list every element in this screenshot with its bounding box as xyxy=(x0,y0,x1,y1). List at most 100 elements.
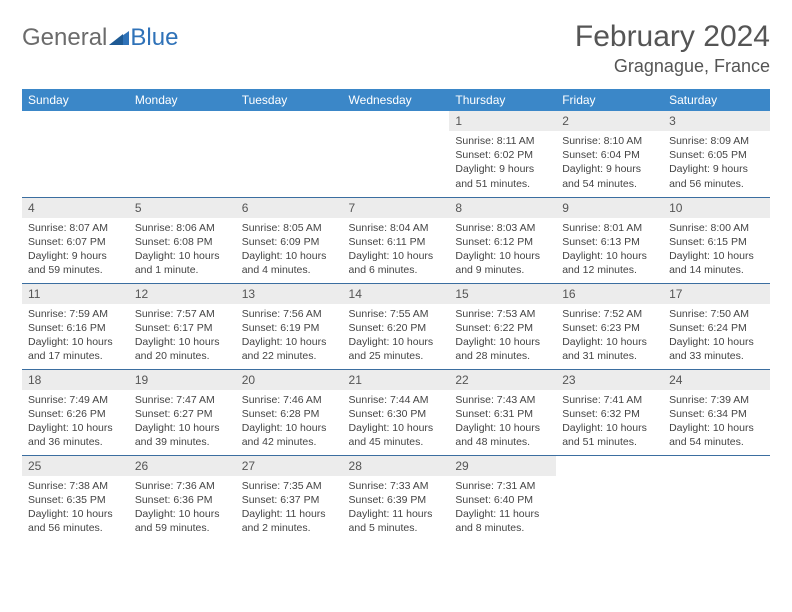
day-header: Friday xyxy=(556,89,663,111)
sunset-text: Sunset: 6:24 PM xyxy=(669,321,764,335)
daylight-text: Daylight: 10 hours and 33 minutes. xyxy=(669,335,764,363)
calendar-cell: 8Sunrise: 8:03 AMSunset: 6:12 PMDaylight… xyxy=(449,197,556,283)
sunrise-text: Sunrise: 8:00 AM xyxy=(669,221,764,235)
day-header: Saturday xyxy=(663,89,770,111)
day-details: Sunrise: 8:11 AMSunset: 6:02 PMDaylight:… xyxy=(449,131,556,195)
sunset-text: Sunset: 6:13 PM xyxy=(562,235,657,249)
sunrise-text: Sunrise: 7:59 AM xyxy=(28,307,123,321)
sunset-text: Sunset: 6:37 PM xyxy=(242,493,337,507)
calendar-cell: 27Sunrise: 7:35 AMSunset: 6:37 PMDayligh… xyxy=(236,455,343,541)
sunset-text: Sunset: 6:17 PM xyxy=(135,321,230,335)
sunset-text: Sunset: 6:36 PM xyxy=(135,493,230,507)
day-details: Sunrise: 7:53 AMSunset: 6:22 PMDaylight:… xyxy=(449,304,556,368)
header-row: SundayMondayTuesdayWednesdayThursdayFrid… xyxy=(22,89,770,111)
day-details: Sunrise: 7:57 AMSunset: 6:17 PMDaylight:… xyxy=(129,304,236,368)
calendar-week: 4Sunrise: 8:07 AMSunset: 6:07 PMDaylight… xyxy=(22,197,770,283)
sunrise-text: Sunrise: 7:57 AM xyxy=(135,307,230,321)
day-details: Sunrise: 7:55 AMSunset: 6:20 PMDaylight:… xyxy=(343,304,450,368)
day-details: Sunrise: 7:44 AMSunset: 6:30 PMDaylight:… xyxy=(343,390,450,454)
calendar-cell xyxy=(236,111,343,197)
day-details: Sunrise: 7:36 AMSunset: 6:36 PMDaylight:… xyxy=(129,476,236,540)
day-number: 3 xyxy=(663,111,770,131)
sunrise-text: Sunrise: 7:35 AM xyxy=(242,479,337,493)
day-number: 13 xyxy=(236,284,343,304)
daylight-text: Daylight: 10 hours and 51 minutes. xyxy=(562,421,657,449)
day-number: 28 xyxy=(343,456,450,476)
sunset-text: Sunset: 6:04 PM xyxy=(562,148,657,162)
sunset-text: Sunset: 6:16 PM xyxy=(28,321,123,335)
sunrise-text: Sunrise: 8:04 AM xyxy=(349,221,444,235)
day-header: Thursday xyxy=(449,89,556,111)
day-details: Sunrise: 7:46 AMSunset: 6:28 PMDaylight:… xyxy=(236,390,343,454)
calendar-cell: 20Sunrise: 7:46 AMSunset: 6:28 PMDayligh… xyxy=(236,369,343,455)
calendar-cell: 4Sunrise: 8:07 AMSunset: 6:07 PMDaylight… xyxy=(22,197,129,283)
day-details: Sunrise: 8:07 AMSunset: 6:07 PMDaylight:… xyxy=(22,218,129,282)
sunset-text: Sunset: 6:35 PM xyxy=(28,493,123,507)
day-details: Sunrise: 7:49 AMSunset: 6:26 PMDaylight:… xyxy=(22,390,129,454)
calendar-cell: 1Sunrise: 8:11 AMSunset: 6:02 PMDaylight… xyxy=(449,111,556,197)
day-details: Sunrise: 7:39 AMSunset: 6:34 PMDaylight:… xyxy=(663,390,770,454)
day-details: Sunrise: 7:56 AMSunset: 6:19 PMDaylight:… xyxy=(236,304,343,368)
calendar-cell: 3Sunrise: 8:09 AMSunset: 6:05 PMDaylight… xyxy=(663,111,770,197)
sunset-text: Sunset: 6:31 PM xyxy=(455,407,550,421)
calendar-cell: 19Sunrise: 7:47 AMSunset: 6:27 PMDayligh… xyxy=(129,369,236,455)
sunrise-text: Sunrise: 7:43 AM xyxy=(455,393,550,407)
calendar-cell xyxy=(22,111,129,197)
sunrise-text: Sunrise: 7:50 AM xyxy=(669,307,764,321)
calendar-cell: 12Sunrise: 7:57 AMSunset: 6:17 PMDayligh… xyxy=(129,283,236,369)
sunset-text: Sunset: 6:05 PM xyxy=(669,148,764,162)
sunset-text: Sunset: 6:09 PM xyxy=(242,235,337,249)
calendar-week: 1Sunrise: 8:11 AMSunset: 6:02 PMDaylight… xyxy=(22,111,770,197)
sunrise-text: Sunrise: 7:55 AM xyxy=(349,307,444,321)
daylight-text: Daylight: 10 hours and 39 minutes. xyxy=(135,421,230,449)
calendar-cell xyxy=(663,455,770,541)
sunrise-text: Sunrise: 7:41 AM xyxy=(562,393,657,407)
calendar-cell: 29Sunrise: 7:31 AMSunset: 6:40 PMDayligh… xyxy=(449,455,556,541)
calendar-cell: 9Sunrise: 8:01 AMSunset: 6:13 PMDaylight… xyxy=(556,197,663,283)
day-details: Sunrise: 8:01 AMSunset: 6:13 PMDaylight:… xyxy=(556,218,663,282)
sunset-text: Sunset: 6:32 PM xyxy=(562,407,657,421)
day-number: 25 xyxy=(22,456,129,476)
daylight-text: Daylight: 10 hours and 48 minutes. xyxy=(455,421,550,449)
day-details: Sunrise: 8:09 AMSunset: 6:05 PMDaylight:… xyxy=(663,131,770,195)
daylight-text: Daylight: 10 hours and 1 minute. xyxy=(135,249,230,277)
day-number: 19 xyxy=(129,370,236,390)
day-header: Tuesday xyxy=(236,89,343,111)
sunrise-text: Sunrise: 7:49 AM xyxy=(28,393,123,407)
day-details: Sunrise: 8:03 AMSunset: 6:12 PMDaylight:… xyxy=(449,218,556,282)
calendar-week: 18Sunrise: 7:49 AMSunset: 6:26 PMDayligh… xyxy=(22,369,770,455)
day-details: Sunrise: 8:06 AMSunset: 6:08 PMDaylight:… xyxy=(129,218,236,282)
daylight-text: Daylight: 11 hours and 5 minutes. xyxy=(349,507,444,535)
daylight-text: Daylight: 10 hours and 20 minutes. xyxy=(135,335,230,363)
day-details: Sunrise: 7:43 AMSunset: 6:31 PMDaylight:… xyxy=(449,390,556,454)
day-number: 29 xyxy=(449,456,556,476)
day-details: Sunrise: 8:10 AMSunset: 6:04 PMDaylight:… xyxy=(556,131,663,195)
daylight-text: Daylight: 10 hours and 56 minutes. xyxy=(28,507,123,535)
day-number: 16 xyxy=(556,284,663,304)
daylight-text: Daylight: 11 hours and 8 minutes. xyxy=(455,507,550,535)
daylight-text: Daylight: 10 hours and 12 minutes. xyxy=(562,249,657,277)
sunrise-text: Sunrise: 8:10 AM xyxy=(562,134,657,148)
sunrise-text: Sunrise: 8:06 AM xyxy=(135,221,230,235)
sunset-text: Sunset: 6:34 PM xyxy=(669,407,764,421)
daylight-text: Daylight: 10 hours and 6 minutes. xyxy=(349,249,444,277)
sunset-text: Sunset: 6:23 PM xyxy=(562,321,657,335)
day-number: 23 xyxy=(556,370,663,390)
calendar-cell: 17Sunrise: 7:50 AMSunset: 6:24 PMDayligh… xyxy=(663,283,770,369)
calendar-cell: 16Sunrise: 7:52 AMSunset: 6:23 PMDayligh… xyxy=(556,283,663,369)
calendar-cell: 5Sunrise: 8:06 AMSunset: 6:08 PMDaylight… xyxy=(129,197,236,283)
sunrise-text: Sunrise: 7:46 AM xyxy=(242,393,337,407)
day-details: Sunrise: 7:47 AMSunset: 6:27 PMDaylight:… xyxy=(129,390,236,454)
day-number: 22 xyxy=(449,370,556,390)
sunrise-text: Sunrise: 8:05 AM xyxy=(242,221,337,235)
day-number: 7 xyxy=(343,198,450,218)
day-details: Sunrise: 7:50 AMSunset: 6:24 PMDaylight:… xyxy=(663,304,770,368)
calendar-cell: 26Sunrise: 7:36 AMSunset: 6:36 PMDayligh… xyxy=(129,455,236,541)
calendar-cell: 22Sunrise: 7:43 AMSunset: 6:31 PMDayligh… xyxy=(449,369,556,455)
sunset-text: Sunset: 6:11 PM xyxy=(349,235,444,249)
sunset-text: Sunset: 6:26 PM xyxy=(28,407,123,421)
calendar-cell xyxy=(556,455,663,541)
day-number: 4 xyxy=(22,198,129,218)
sunrise-text: Sunrise: 7:44 AM xyxy=(349,393,444,407)
sunrise-text: Sunrise: 8:03 AM xyxy=(455,221,550,235)
